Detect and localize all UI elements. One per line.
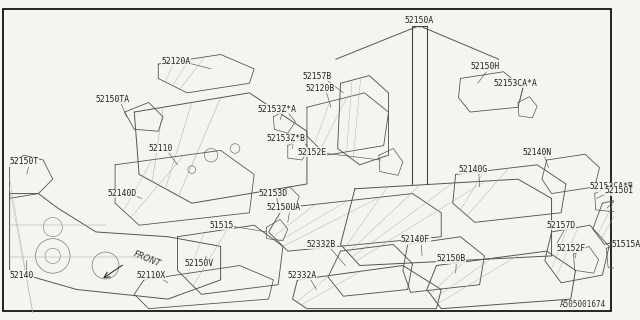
Text: 52140D: 52140D xyxy=(108,189,137,198)
Text: A505001674: A505001674 xyxy=(560,300,606,309)
Text: 52157B: 52157B xyxy=(302,72,332,81)
Text: 52140G: 52140G xyxy=(458,165,488,174)
Text: 52140N: 52140N xyxy=(523,148,552,157)
Text: 52150H: 52150H xyxy=(470,62,499,71)
Text: 51515A: 51515A xyxy=(612,240,640,249)
Text: 52152F: 52152F xyxy=(556,244,586,253)
Text: 52150A: 52150A xyxy=(404,16,434,25)
Text: 52140: 52140 xyxy=(10,271,34,280)
Text: FRONT: FRONT xyxy=(132,249,163,268)
Text: 52120B: 52120B xyxy=(305,84,334,92)
Text: 52150B: 52150B xyxy=(436,254,466,263)
Text: 52150I: 52150I xyxy=(604,186,634,195)
Text: 51515: 51515 xyxy=(209,221,234,230)
Text: 52150UA: 52150UA xyxy=(267,204,301,212)
Text: 52332B: 52332B xyxy=(307,240,336,249)
Text: 52332A: 52332A xyxy=(288,271,317,280)
Text: 52150V: 52150V xyxy=(184,259,213,268)
Text: 52157D: 52157D xyxy=(547,221,576,230)
Text: 52110: 52110 xyxy=(148,144,173,153)
Text: 52150TA: 52150TA xyxy=(96,95,130,104)
Text: 52153Z*A: 52153Z*A xyxy=(257,105,296,114)
Text: 52150T: 52150T xyxy=(10,157,39,166)
Text: 52153D: 52153D xyxy=(259,189,288,198)
Text: 52153Z*B: 52153Z*B xyxy=(267,134,306,143)
Text: 52140F: 52140F xyxy=(401,235,430,244)
Text: 52153CA*B: 52153CA*B xyxy=(590,182,634,191)
Text: 52120A: 52120A xyxy=(161,57,190,66)
Text: 52152E: 52152E xyxy=(298,148,326,157)
Text: 52153CA*A: 52153CA*A xyxy=(494,79,538,88)
Text: 52110X: 52110X xyxy=(136,271,166,280)
